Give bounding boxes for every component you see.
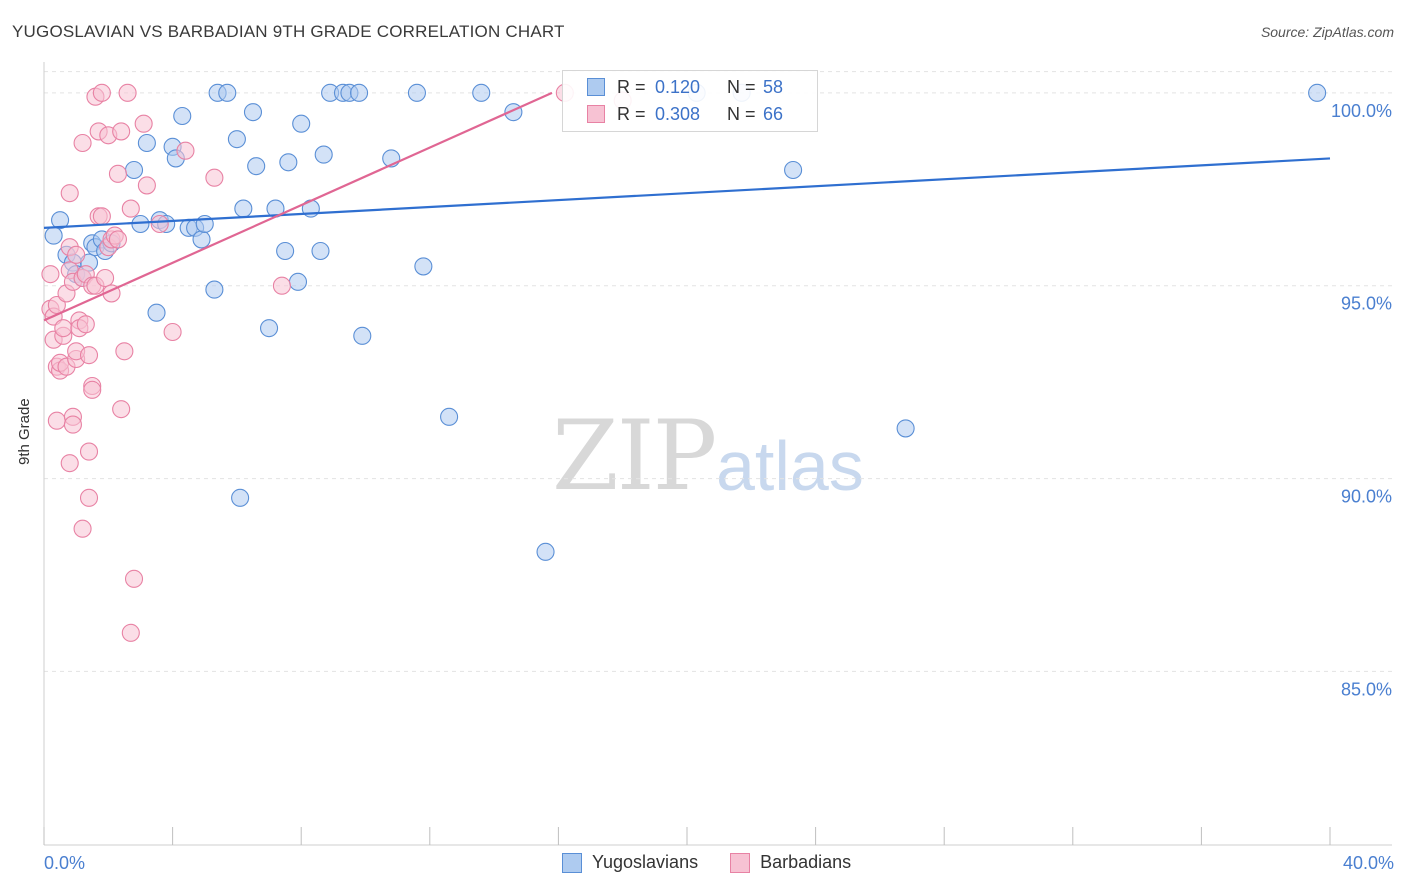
barbadian-point <box>118 83 137 102</box>
yugoslavian-point <box>407 83 426 102</box>
barbadian-point <box>108 230 127 249</box>
series-legend: Yugoslavians Barbadians <box>562 852 883 873</box>
yugoslavian-point <box>234 199 253 218</box>
legend-item-barbadians[interactable]: Barbadians <box>730 852 851 873</box>
yugoslavian-point <box>137 133 156 153</box>
yugoslavian-point <box>218 83 237 102</box>
legend-r-value: 0.308 <box>655 103 701 124</box>
barbadian-point <box>67 245 86 264</box>
barbadian-point <box>176 141 195 160</box>
barbadian-point <box>121 623 140 642</box>
barbadian-point <box>83 380 102 399</box>
yugoslavian-point <box>205 280 224 299</box>
barbadian-point <box>60 184 79 203</box>
yugoslavian-point <box>147 303 166 322</box>
barbadian-point <box>96 268 115 288</box>
yugoslavian-point <box>192 230 211 249</box>
barbadian-point <box>134 114 153 133</box>
barbadian-point <box>79 488 99 507</box>
barbadian-point <box>124 569 144 588</box>
barbadian-point <box>92 207 111 226</box>
legend-n-label: N = <box>727 76 756 97</box>
legend-item-yugoslavians[interactable]: Yugoslavians <box>562 852 698 873</box>
barbadian-point <box>112 122 131 141</box>
y-tick-label: 100.0% <box>1331 101 1392 121</box>
legend-n-value: 66 <box>763 103 784 124</box>
yugoslavian-point <box>279 153 298 172</box>
yugoslavian-point <box>227 130 246 149</box>
barbadian-point <box>54 319 73 338</box>
legend-swatch-blue <box>562 852 582 873</box>
barbadian-point <box>121 199 140 218</box>
chart-title: YUGOSLAVIAN VS BARBADIAN 9TH GRADE CORRE… <box>12 22 565 41</box>
yugoslavian-trendline <box>43 157 1331 229</box>
y-tick-label: 85.0% <box>1341 679 1392 699</box>
watermark-zip: ZIP <box>552 400 717 512</box>
yugoslavian-point <box>311 241 330 261</box>
legend-row-yugoslavians: R = 0.120 N = 58 <box>587 76 783 98</box>
yugoslavian-point <box>314 145 333 164</box>
yugoslavian-point <box>44 226 63 245</box>
yugoslavian-point <box>51 211 70 230</box>
barbadian-point <box>76 315 95 334</box>
legend-swatch-pink <box>587 105 605 123</box>
barbadian-point <box>60 454 79 473</box>
yugoslavian-point <box>276 241 295 261</box>
yugoslavian-point <box>173 106 192 126</box>
legend-swatch-pink <box>730 852 751 873</box>
barbadian-point <box>79 346 99 365</box>
barbadian-point <box>150 214 169 234</box>
y-axis-label: 9th Grade <box>16 398 33 465</box>
barbadian-point <box>79 442 99 461</box>
yugoslavian-point <box>472 83 491 102</box>
barbadian-trendline <box>43 91 553 322</box>
source-label: Source: ZipAtlas.com <box>1260 24 1394 40</box>
yugoslavian-point <box>259 319 279 338</box>
legend-r-label: R = <box>617 76 646 97</box>
yugoslavian-point <box>243 103 263 122</box>
barbadian-point <box>112 400 131 419</box>
barbadian-point <box>205 168 224 187</box>
watermark-atlas: atlas <box>716 427 864 505</box>
stats-legend: R = 0.120 N = 58 R = 0.308 N = 66 <box>562 70 818 132</box>
barbadian-point <box>108 164 127 183</box>
yugoslavian-point <box>124 160 144 180</box>
yugoslavian-point <box>292 114 311 133</box>
legend-n-label: N = <box>727 103 756 124</box>
yugoslavian-point <box>896 419 915 438</box>
yugoslavian-point <box>536 542 555 561</box>
barbadian-point <box>272 276 291 295</box>
legend-n-value: 58 <box>763 76 784 97</box>
y-tick-label: 95.0% <box>1341 294 1392 314</box>
yugoslavian-point <box>1308 83 1327 102</box>
legend-swatch-blue <box>587 78 605 96</box>
x-tick-label-max: 40.0% <box>1342 853 1394 873</box>
barbadian-point <box>115 342 134 361</box>
barbadian-point <box>163 322 182 342</box>
yugoslavian-point <box>247 157 266 176</box>
yugoslavian-point <box>231 488 250 507</box>
yugoslavian-point <box>440 407 459 426</box>
barbadian-point <box>73 133 92 153</box>
legend-label-yugoslavians: Yugoslavians <box>592 852 699 872</box>
barbadian-point <box>41 265 60 284</box>
yugoslavian-point <box>350 83 369 102</box>
yugoslavian-point <box>288 272 308 291</box>
barbadian-point <box>63 415 82 434</box>
barbadian-point <box>73 519 92 538</box>
y-tick-label: 90.0% <box>1341 487 1392 507</box>
yugoslavian-point <box>353 326 372 345</box>
x-tick-label-min: 0.0% <box>44 853 86 873</box>
legend-row-barbadians: R = 0.308 N = 66 <box>587 103 783 125</box>
legend-label-barbadians: Barbadians <box>760 852 852 872</box>
barbadian-point <box>47 411 66 430</box>
yugoslavian-point <box>414 257 433 276</box>
barbadian-point <box>137 176 156 195</box>
barbadian-point <box>92 83 111 102</box>
legend-r-label: R = <box>617 103 646 124</box>
legend-r-value: 0.120 <box>655 76 701 97</box>
yugoslavian-point <box>784 160 803 180</box>
